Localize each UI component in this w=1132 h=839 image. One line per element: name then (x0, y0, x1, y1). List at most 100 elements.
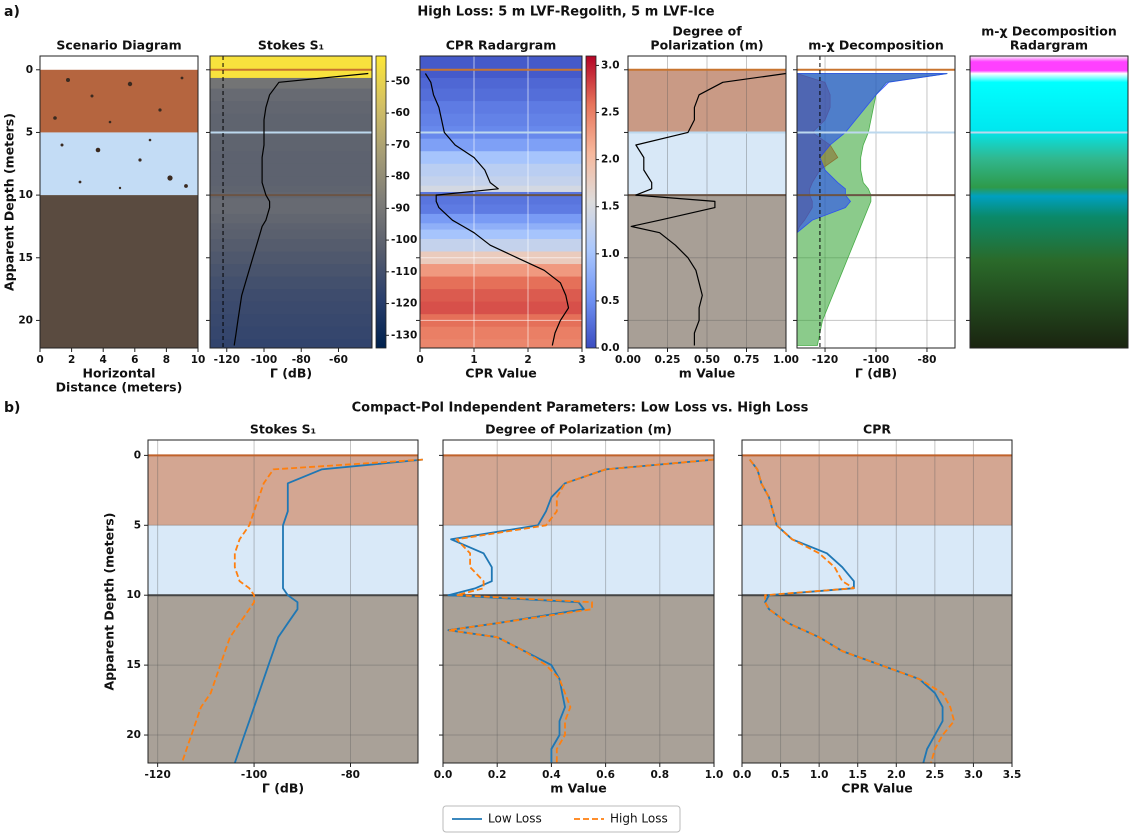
x-axis-label: CPR Value (465, 366, 536, 381)
panel-title: High Loss: 5 m LVF-Regolith, 5 m LVF-Ice (417, 5, 714, 20)
colorbar-tick-label: -60 (391, 107, 410, 119)
colorbar-tick-label: -120 (391, 298, 417, 310)
x-tick-label: 2 (524, 354, 531, 366)
colorbar-tick-label: 1.5 (601, 201, 620, 213)
chart-title: Scenario Diagram (56, 38, 181, 53)
y-tick-label: 20 (126, 729, 141, 741)
chart-title: Degree of Polarization (m) (485, 422, 672, 437)
layer (40, 69, 198, 133)
frame (147, 439, 419, 764)
x-tick-label: 0.50 (694, 354, 720, 366)
radargram (970, 56, 1128, 348)
colorbar-tick-label: 0.5 (601, 295, 620, 307)
frame (39, 55, 199, 349)
chart-title: m-χ Decomposition (808, 38, 944, 53)
colorbar-tick-label: -90 (391, 202, 410, 214)
chart-title: Degree of (672, 24, 742, 39)
panel-label: b) (4, 400, 20, 416)
radargram-band (210, 289, 372, 303)
radargram-band (420, 223, 582, 231)
x-axis-label: m Value (679, 366, 735, 381)
layer (628, 132, 786, 196)
radargram-band (420, 101, 582, 115)
radargram-band (420, 151, 582, 165)
radargram-band (210, 204, 372, 215)
x-tick-label: 1 (470, 354, 477, 366)
x-tick-label: -80 (292, 354, 311, 366)
y-tick-label: 5 (26, 126, 33, 138)
y-tick-label: 10 (18, 189, 33, 201)
radargram-band (210, 314, 372, 328)
radargram-band (210, 339, 372, 349)
x-tick-label: 0.75 (734, 354, 760, 366)
x-tick-label: 3 (578, 354, 585, 366)
radargram-band (210, 276, 372, 290)
radargram-band (420, 264, 582, 278)
y-tick-label: 15 (18, 252, 33, 264)
layer (148, 595, 418, 763)
colorbar-tick-label: -130 (391, 329, 417, 341)
layer (443, 455, 714, 526)
legend: Low Loss High Loss (442, 805, 681, 833)
chart-title: CPR Radargram (446, 38, 557, 53)
radargram-band (210, 151, 372, 165)
x-tick-label: 0.0 (733, 769, 752, 781)
y-tick-label: 20 (18, 314, 33, 326)
line (233, 72, 369, 346)
radargram-band (210, 138, 372, 152)
x-tick-label: -120 (214, 354, 240, 366)
colorbar-tick-label: 1.0 (601, 248, 620, 260)
legend-label: High Loss (610, 812, 668, 826)
x-tick-label: 3.0 (964, 769, 983, 781)
radargram-band (210, 264, 372, 278)
chart-title: Radargram (1010, 38, 1088, 53)
x-tick-label: 0.8 (650, 769, 669, 781)
radargram-band (420, 213, 582, 224)
x-tick-label: -100 (241, 769, 267, 781)
radargram-band (420, 176, 582, 187)
x-tick-label: 10 (191, 354, 206, 366)
x-axis-label: Horizontal (83, 366, 156, 381)
layer (40, 195, 198, 348)
x-axis-label: Distance (meters) (56, 380, 183, 395)
x-tick-label: 8 (163, 354, 170, 366)
line (447, 458, 715, 763)
x-tick-label: -80 (341, 769, 360, 781)
radargram-band (210, 326, 372, 340)
radargram-band (210, 301, 372, 315)
colorbar (375, 55, 387, 349)
legend-label: Low Loss (488, 812, 542, 826)
x-tick-label: 1.00 (773, 354, 799, 366)
x-tick-label: 0.0 (434, 769, 453, 781)
layer (148, 455, 418, 526)
y-tick-label: 10 (126, 589, 141, 601)
radargram-band (210, 185, 372, 193)
x-tick-label: -100 (863, 354, 889, 366)
radargram-band (420, 163, 582, 177)
frame (741, 439, 1013, 764)
radargram-band (210, 229, 372, 240)
radargram-band (420, 204, 582, 215)
x-axis-label: CPR Value (841, 781, 912, 796)
layer (742, 455, 1012, 526)
radargram-band (210, 77, 372, 90)
radargram-band (420, 276, 582, 290)
panel-title: Compact-Pol Independent Parameters: Low … (352, 401, 809, 416)
x-tick-label: 2.5 (926, 769, 945, 781)
layer (40, 132, 198, 196)
colorbar-tick-label: -70 (391, 139, 410, 151)
chart-title: Stokes S₁ (250, 422, 316, 437)
colorbar-tick-label: -110 (391, 266, 417, 278)
colorbar-tick-label: 2.0 (601, 154, 620, 166)
x-tick-label: 0.6 (596, 769, 615, 781)
x-tick-label: 0.5 (771, 769, 790, 781)
x-axis-label: Γ (dB) (855, 366, 897, 381)
x-axis-label: m Value (550, 781, 606, 796)
radargram-band (420, 289, 582, 303)
y-axis-label: Apparent Depth (meters) (2, 113, 17, 291)
colorbar-tick-label: -100 (391, 234, 417, 246)
x-tick-label: 2.0 (887, 769, 906, 781)
radargram-band (210, 238, 372, 253)
colorbar-tick-label: -80 (391, 171, 410, 183)
